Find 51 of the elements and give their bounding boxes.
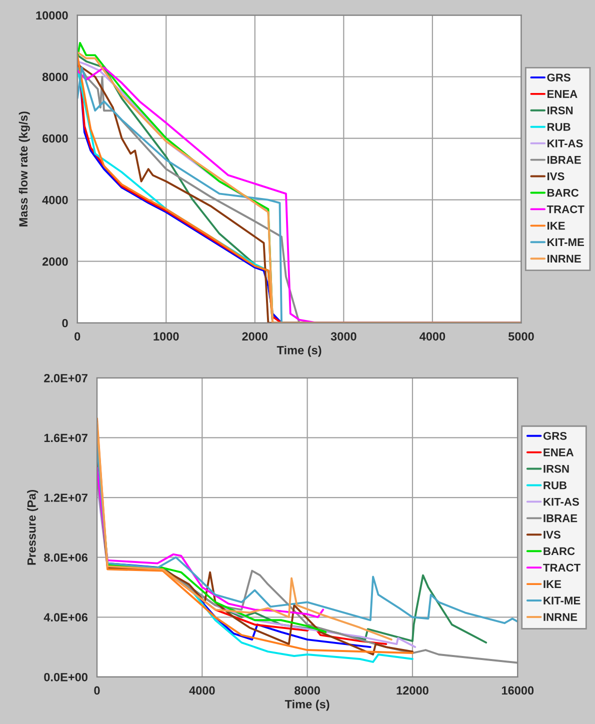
x-tick-label: 3000 <box>330 332 356 341</box>
legend-label: IRSN <box>548 106 573 114</box>
legend-label: IRSN <box>544 464 569 473</box>
legend-label: TRACT <box>546 205 584 214</box>
y-tick-label: 8.0E+06 <box>44 553 88 562</box>
legend-label: INRNE <box>548 254 581 263</box>
legend-label: RUB <box>548 123 570 131</box>
x-tick-label: 12000 <box>396 686 428 695</box>
x-tick-label: 2000 <box>242 332 268 341</box>
legend-label: KIT-ME <box>548 238 584 246</box>
y-axis-title: Pressure (Pa) <box>27 490 38 565</box>
y-tick-label: 10000 <box>36 11 68 20</box>
legend-label: IKE <box>544 580 562 588</box>
x-axis-title: Time (s) <box>284 700 330 711</box>
x-tick-label: 0 <box>94 686 100 695</box>
y-tick-label: 6000 <box>42 134 68 143</box>
y-tick-label: 1.2E+07 <box>44 494 88 502</box>
y-tick-label: 2000 <box>42 257 68 266</box>
y-axis-title: Mass flow rate (kg/s) <box>18 112 30 226</box>
legend-label: RUB <box>544 481 567 490</box>
x-tick-label: 4000 <box>419 332 446 341</box>
x-axis-title: Time (s) <box>276 346 322 357</box>
y-tick-label: 8000 <box>42 72 68 82</box>
legend-label: KIT-ME <box>544 596 580 604</box>
legend-label: BARC <box>544 547 575 556</box>
x-tick-label: 16000 <box>502 686 534 695</box>
x-tick-label: 0 <box>74 332 80 341</box>
legend-label: IBRAE <box>544 514 578 522</box>
legend-label: TRACT <box>543 564 580 572</box>
legend-label: KIT-AS <box>548 139 583 148</box>
y-tick-label: 1.6E+07 <box>44 434 88 442</box>
legend-label: GRS <box>543 432 567 440</box>
x-tick-label: 4000 <box>189 686 215 695</box>
y-tick-label: 0 <box>62 318 68 328</box>
legend-label: GRS <box>547 74 570 82</box>
legend-label: KIT-AS <box>544 498 579 506</box>
legend-label: IBRAE <box>548 156 581 164</box>
legend-label: ENEA <box>548 90 578 98</box>
y-tick-label: 0.0E+00 <box>44 672 88 682</box>
legend-label: BARC <box>548 188 579 197</box>
y-tick-label: 2.0E+07 <box>44 374 88 382</box>
legend-label: IVS <box>548 172 564 180</box>
legend-label: IKE <box>548 222 565 230</box>
legend-label: IVS <box>544 530 560 539</box>
legend-label: INRNE <box>544 613 578 621</box>
y-tick-label: 4.0E+06 <box>44 613 88 622</box>
x-tick-label: 5000 <box>508 332 534 341</box>
x-tick-label: 8000 <box>294 686 320 695</box>
y-tick-label: 4000 <box>42 196 68 204</box>
x-tick-label: 1000 <box>154 332 179 341</box>
legend-label: ENEA <box>544 448 574 456</box>
